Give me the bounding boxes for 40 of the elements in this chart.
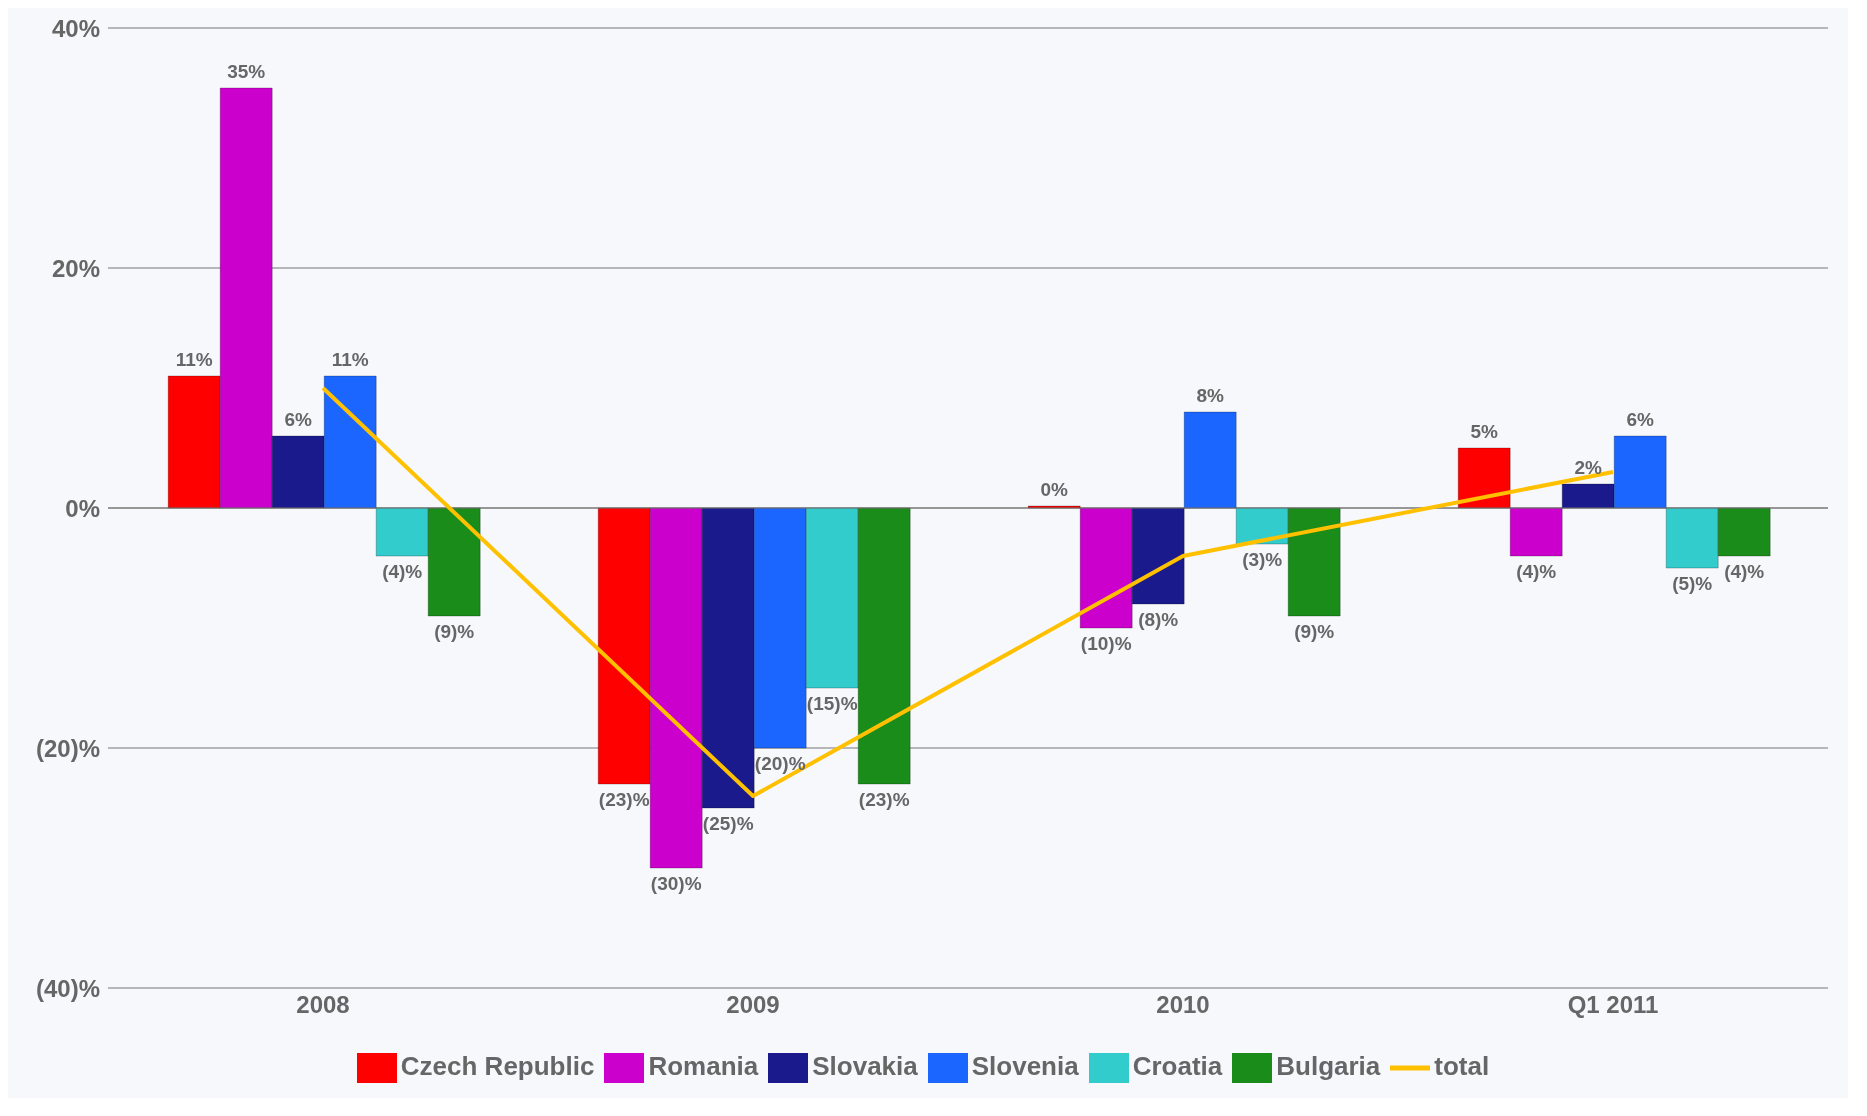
data-label: (10)% (1080, 633, 1132, 654)
y-tick-label: (40)% (35, 974, 100, 1002)
data-label: 6% (284, 409, 313, 430)
data-label: 8% (1196, 385, 1225, 406)
x-tick-label: Q1 2011 (1567, 991, 1659, 1019)
x-tick-label: 2008 (296, 991, 350, 1019)
data-label: (25)% (702, 813, 754, 834)
y-tick-label: 40% (51, 14, 100, 42)
x-tick-label: 2009 (726, 991, 780, 1019)
legend-label: Romania (648, 1050, 759, 1081)
data-label: 11% (175, 349, 213, 370)
data-label: (8)% (1138, 609, 1179, 630)
data-label: 11% (331, 349, 369, 370)
legend-label: Slovenia (971, 1050, 1079, 1081)
data-label: (4)% (1516, 561, 1557, 582)
legend-label: Slovakia (812, 1050, 918, 1081)
data-label: 6% (1626, 409, 1655, 430)
data-label: (20)% (754, 753, 806, 774)
data-label: (15)% (806, 693, 858, 714)
data-label: (9)% (434, 621, 475, 642)
data-label: (4)% (382, 561, 423, 582)
data-label: 0% (1040, 479, 1069, 500)
data-label: (9)% (1294, 621, 1335, 642)
data-label: 2% (1574, 457, 1603, 478)
data-label: (3)% (1242, 549, 1283, 570)
legend-label: Croatia (1132, 1050, 1223, 1081)
y-tick-label: 20% (51, 254, 100, 282)
legend-label: total (1434, 1050, 1490, 1081)
data-label: 35% (227, 61, 266, 82)
y-tick-label: 0% (65, 494, 100, 522)
data-label: (4)% (1724, 561, 1765, 582)
data-label: (23)% (598, 789, 650, 810)
legend-label: Bulgaria (1276, 1050, 1381, 1081)
y-tick-label: (20)% (35, 734, 100, 762)
legend-label: Czech Republic (400, 1050, 595, 1081)
data-label: (5)% (1672, 573, 1713, 594)
x-tick-label: 2010 (1156, 991, 1210, 1019)
data-label: (30)% (650, 873, 702, 894)
data-label: 5% (1470, 421, 1499, 442)
data-label: (23)% (858, 789, 910, 810)
